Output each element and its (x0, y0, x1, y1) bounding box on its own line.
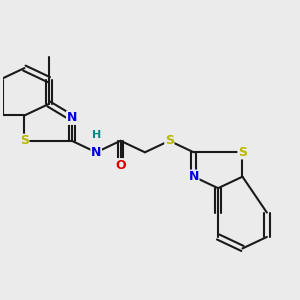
Text: H: H (92, 130, 101, 140)
Text: O: O (115, 159, 126, 172)
Text: S: S (20, 134, 29, 147)
Text: N: N (188, 170, 199, 183)
Text: N: N (91, 146, 101, 159)
Text: S: S (238, 146, 247, 159)
Text: N: N (67, 111, 77, 124)
Text: S: S (165, 134, 174, 147)
